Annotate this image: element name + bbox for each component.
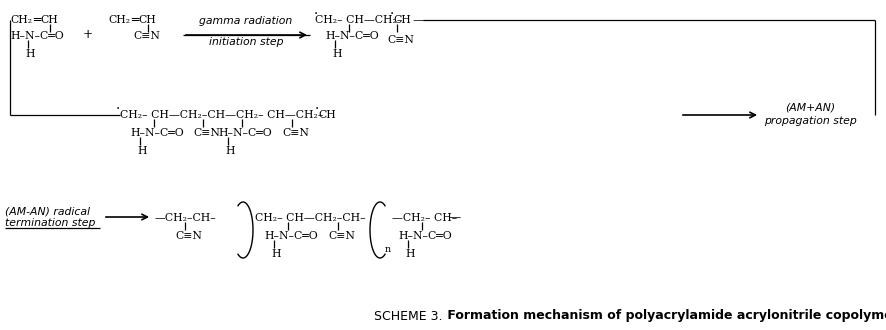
Text: H–N–C═O: H–N–C═O bbox=[130, 128, 183, 138]
Text: —CH₂– CH–: —CH₂– CH– bbox=[392, 213, 457, 223]
Text: ═: ═ bbox=[33, 14, 41, 26]
Text: C≡N: C≡N bbox=[133, 31, 159, 41]
Text: ·: · bbox=[315, 102, 319, 116]
Text: CH₂– CH—CH₂–CH–: CH₂– CH—CH₂–CH– bbox=[255, 213, 366, 223]
Text: H–N–C═O: H–N–C═O bbox=[398, 231, 452, 241]
Text: H: H bbox=[405, 249, 415, 259]
Text: ═: ═ bbox=[131, 14, 138, 26]
Text: propagation step: propagation step bbox=[764, 116, 857, 126]
Text: H: H bbox=[25, 49, 35, 59]
Text: C≡N: C≡N bbox=[387, 35, 414, 45]
Text: CH₂: CH₂ bbox=[108, 15, 130, 25]
Text: —: — bbox=[412, 13, 425, 27]
Text: H: H bbox=[271, 249, 281, 259]
Text: ·: · bbox=[390, 7, 394, 21]
Text: (AM-AN) radical: (AM-AN) radical bbox=[5, 206, 90, 216]
Text: C≡N: C≡N bbox=[328, 231, 355, 241]
Text: SCHEME 3.: SCHEME 3. bbox=[375, 310, 443, 322]
Text: CH₂– CH—CH₂–CH—CH₂– CH—CH₂–: CH₂– CH—CH₂–CH—CH₂– CH—CH₂– bbox=[120, 110, 323, 120]
Text: n: n bbox=[385, 246, 391, 254]
Text: ·: · bbox=[116, 102, 120, 116]
Text: termination step: termination step bbox=[5, 218, 96, 228]
Text: H: H bbox=[332, 49, 341, 59]
Text: +: + bbox=[83, 28, 93, 42]
Text: —: — bbox=[448, 212, 460, 224]
Text: H: H bbox=[225, 146, 235, 156]
Text: CH₂– CH—CH₂–: CH₂– CH—CH₂– bbox=[315, 15, 402, 25]
Text: H–N–C═O: H–N–C═O bbox=[218, 128, 272, 138]
Text: CH: CH bbox=[138, 15, 156, 25]
Text: (AM+AN): (AM+AN) bbox=[785, 102, 835, 112]
Text: H–N–C═O: H–N–C═O bbox=[264, 231, 318, 241]
Text: CH₂: CH₂ bbox=[10, 15, 32, 25]
Text: H: H bbox=[137, 146, 146, 156]
Text: C≡N: C≡N bbox=[193, 128, 220, 138]
Text: Formation mechanism of polyacrylamide acrylonitrile copolymer.: Formation mechanism of polyacrylamide ac… bbox=[443, 310, 886, 322]
Text: CH: CH bbox=[318, 110, 336, 120]
Text: —CH₂–CH–: —CH₂–CH– bbox=[155, 213, 217, 223]
Text: gamma radiation: gamma radiation bbox=[199, 16, 292, 26]
Text: initiation step: initiation step bbox=[209, 37, 284, 47]
Text: CH: CH bbox=[40, 15, 58, 25]
Text: C≡N: C≡N bbox=[282, 128, 309, 138]
Text: H–N–C═O: H–N–C═O bbox=[10, 31, 64, 41]
Text: ·: · bbox=[314, 7, 318, 21]
Text: C≡N: C≡N bbox=[175, 231, 202, 241]
Text: CH: CH bbox=[393, 15, 411, 25]
Text: H–N–C═O: H–N–C═O bbox=[325, 31, 378, 41]
